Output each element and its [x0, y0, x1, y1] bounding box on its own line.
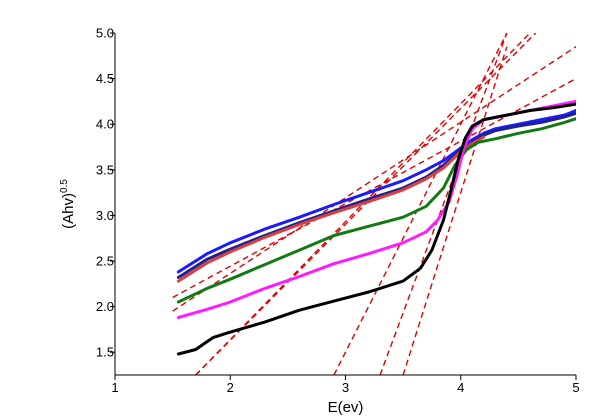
fit-lines [172, 33, 576, 375]
series-line-6 [176, 102, 576, 356]
y-axis-title-superscript: 0.5 [59, 179, 70, 193]
series-line-4 [176, 117, 576, 304]
series-line-2 [176, 111, 576, 279]
fit-line-5 [333, 33, 508, 375]
x-tick-label: 5 [572, 380, 579, 395]
y-tick-label: 4.0 [96, 117, 114, 132]
fit-line-7 [402, 46, 508, 375]
axes: 1 2 3 4 5 1.5 2.0 2.5 3.0 3.5 4.0 4.5 5.0 [96, 26, 580, 396]
y-tick-label: 5.0 [96, 26, 114, 41]
series-line-3 [176, 135, 486, 283]
y-axis-title-base: (Ahv) [60, 193, 77, 229]
y-tick-label: 3.0 [96, 208, 114, 223]
y-tick-label: 1.5 [96, 345, 114, 360]
series-line-1 [176, 109, 576, 274]
series-lines [176, 99, 576, 356]
y-tick-label: 2.5 [96, 254, 114, 269]
y-axis-title: (Ahv)0.5 [59, 179, 77, 229]
fit-line-6 [379, 33, 508, 375]
x-axis-title: E(ev) [328, 399, 364, 416]
x-tick-label: 1 [111, 380, 118, 395]
fit-line-1 [172, 77, 576, 299]
x-tick-label: 3 [342, 380, 349, 395]
y-tick-label: 2.0 [96, 299, 114, 314]
y-tick-label: 4.5 [96, 71, 114, 86]
x-tick-label: 2 [227, 380, 234, 395]
x-tick-label: 4 [457, 380, 464, 395]
y-tick-label: 3.5 [96, 162, 114, 177]
fit-line-2 [172, 46, 576, 312]
